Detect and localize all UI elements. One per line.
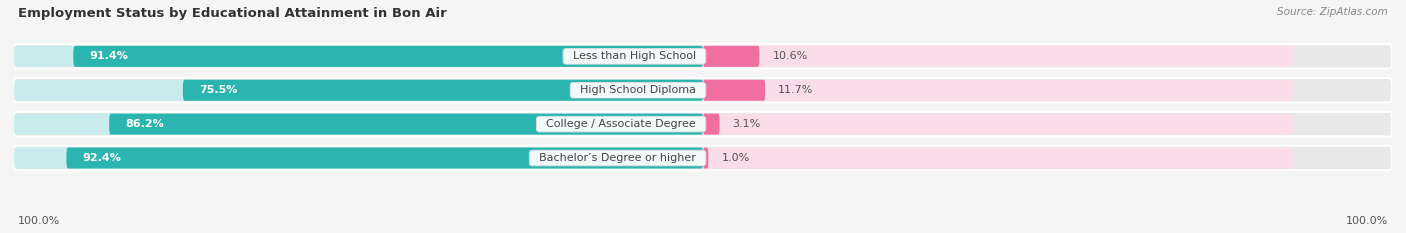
- FancyBboxPatch shape: [703, 80, 1294, 101]
- Text: 1.0%: 1.0%: [721, 153, 749, 163]
- Text: 75.5%: 75.5%: [200, 85, 238, 95]
- FancyBboxPatch shape: [703, 46, 1294, 67]
- FancyBboxPatch shape: [14, 114, 703, 135]
- FancyBboxPatch shape: [183, 80, 703, 101]
- Text: High School Diploma: High School Diploma: [574, 85, 703, 95]
- Text: 10.6%: 10.6%: [772, 51, 807, 61]
- FancyBboxPatch shape: [110, 114, 703, 135]
- Text: 100.0%: 100.0%: [18, 216, 60, 226]
- FancyBboxPatch shape: [14, 44, 1392, 69]
- FancyBboxPatch shape: [14, 112, 1392, 136]
- Text: 11.7%: 11.7%: [779, 85, 814, 95]
- FancyBboxPatch shape: [73, 46, 703, 67]
- FancyBboxPatch shape: [703, 147, 1294, 168]
- FancyBboxPatch shape: [14, 147, 703, 168]
- FancyBboxPatch shape: [14, 78, 1392, 103]
- Text: Employment Status by Educational Attainment in Bon Air: Employment Status by Educational Attainm…: [18, 7, 447, 20]
- Text: Bachelor’s Degree or higher: Bachelor’s Degree or higher: [531, 153, 703, 163]
- FancyBboxPatch shape: [703, 114, 1294, 135]
- Text: 92.4%: 92.4%: [83, 153, 122, 163]
- Text: 91.4%: 91.4%: [90, 51, 128, 61]
- FancyBboxPatch shape: [14, 80, 703, 101]
- FancyBboxPatch shape: [703, 80, 765, 101]
- FancyBboxPatch shape: [14, 46, 703, 67]
- FancyBboxPatch shape: [14, 146, 1392, 170]
- FancyBboxPatch shape: [703, 147, 709, 168]
- Text: College / Associate Degree: College / Associate Degree: [540, 119, 703, 129]
- Text: Source: ZipAtlas.com: Source: ZipAtlas.com: [1277, 7, 1388, 17]
- Text: 100.0%: 100.0%: [1346, 216, 1388, 226]
- FancyBboxPatch shape: [703, 46, 759, 67]
- FancyBboxPatch shape: [703, 114, 720, 135]
- Text: 3.1%: 3.1%: [733, 119, 761, 129]
- Legend: In Labor Force, Unemployed: In Labor Force, Unemployed: [496, 231, 716, 233]
- FancyBboxPatch shape: [66, 147, 703, 168]
- Text: Less than High School: Less than High School: [565, 51, 703, 61]
- Text: 86.2%: 86.2%: [125, 119, 165, 129]
